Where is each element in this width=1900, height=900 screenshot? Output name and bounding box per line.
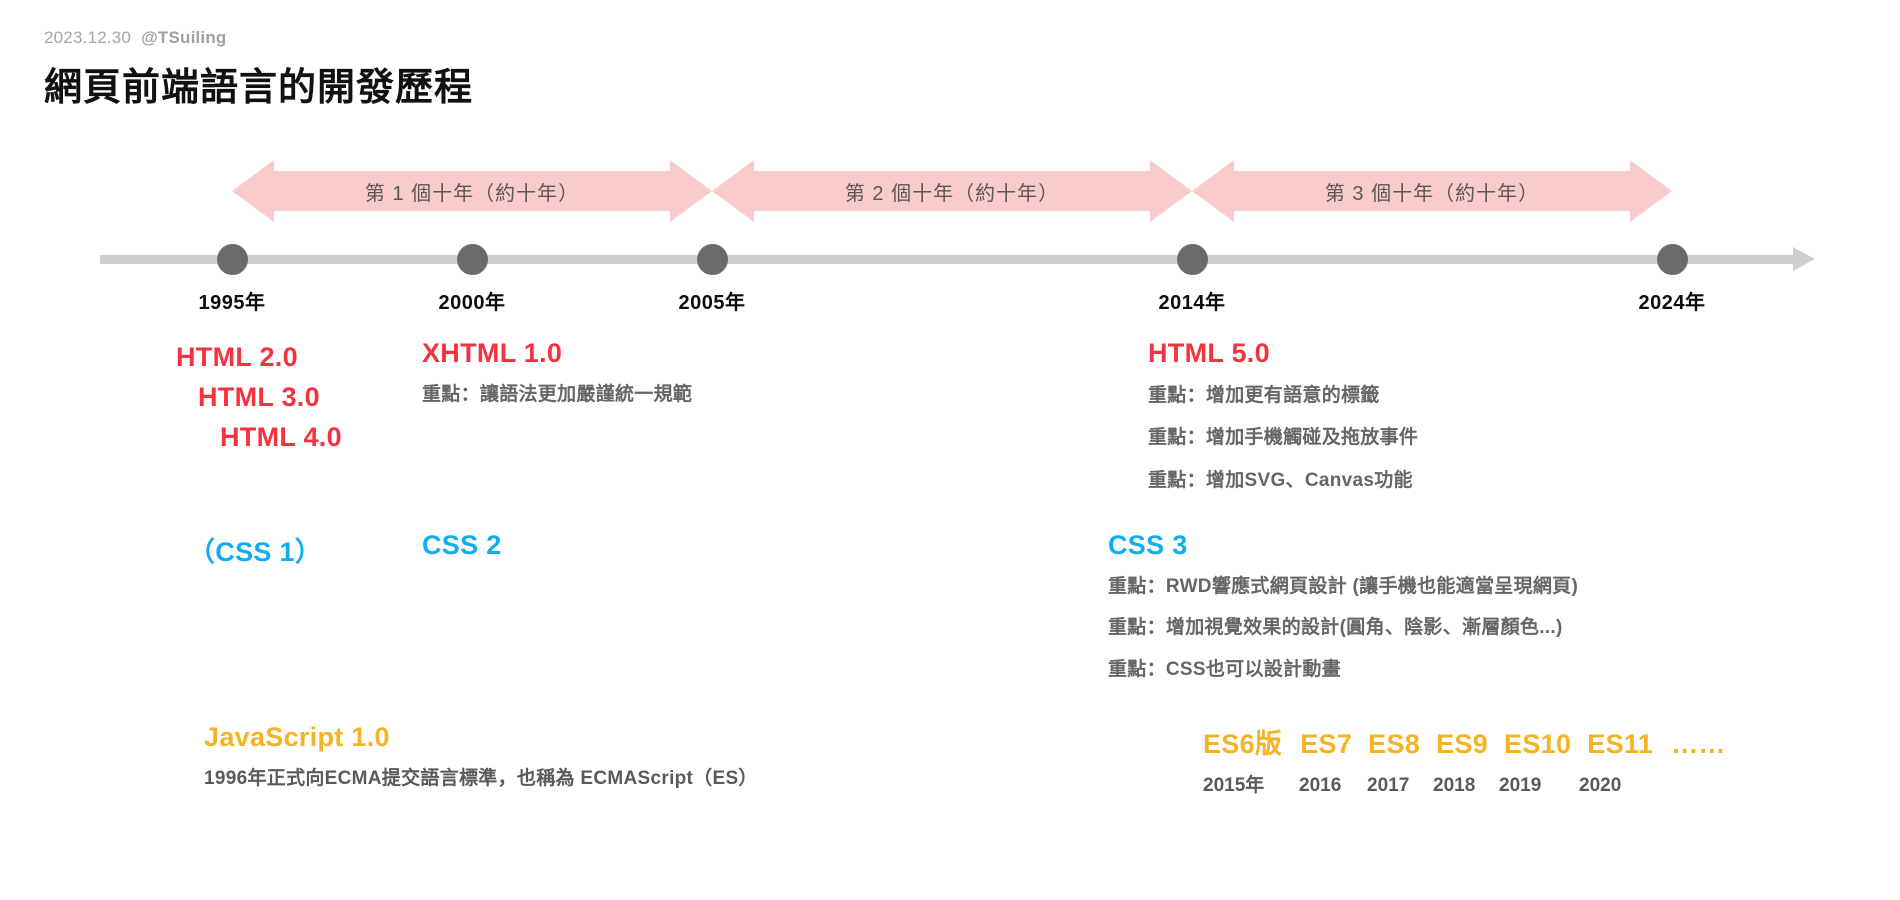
axis-dot [216,244,248,275]
ecmascript-year: 2016 [1299,775,1342,796]
css3-title: CSS 3 [1108,530,1188,560]
javascript-block: JavaScript 1.0 1996年正式向ECMA提交語言標準，也稱為 EC… [204,722,758,794]
ecmascript-version: ES6版 [1203,729,1283,759]
css3-note-3: 重點：CSS也可以設計動畫 [1108,658,1341,680]
timeline-axis: 1995年 2000年 2005年 2014年 2024年 [0,244,1900,314]
axis-year-label: 1995年 [198,292,266,314]
ecmascript-year: 2017 [1367,775,1410,796]
decade-arrow-1: 第 1 個十年（約十年） [232,160,712,222]
axis-dot [456,244,488,275]
xhtml-note-1: 重點：讓語法更加嚴謹統一規範 [422,384,693,405]
html5-title: HTML 5.0 [1148,338,1270,368]
css3-note-1: 重點：RWD響應式網頁設計 (讓手機也能適當呈現網頁) [1108,576,1579,597]
html-early-versions-block: HTML 2.0 HTML 3.0 HTML 4.0 [176,338,342,458]
ecmascript-year-row: 2015年 2016 2017 2018 2019 2020 [1203,770,1726,797]
axis-year-label: 2014年 [1158,292,1226,314]
css1-block: （CSS 1） [188,530,322,569]
xhtml-block: XHTML 1.0 重點：讓語法更加嚴謹統一規範 [422,338,692,410]
ecmascript-version-row: ES6版 ES7 ES8 ES9 ES10 ES11 …… [1203,722,1726,761]
author-handle: @TSuiling [141,28,227,47]
ecmascript-version: ES11 [1587,729,1654,759]
meta-line: 2023.12.30 @TSuiling [44,28,473,48]
decade-label: 第 3 個十年（約十年） [1324,182,1540,205]
css1-title: （CSS 1） [188,537,323,567]
publish-date: 2023.12.30 [44,28,132,47]
decade-band: 第 1 個十年（約十年） 第 2 個十年（約十年） 第 3 個十年（約十年） [0,160,1900,222]
ecmascript-version: ES7 [1300,729,1353,759]
ecmascript-version: ES8 [1368,729,1421,759]
html5-note-1: 重點：增加更有語意的標籤 [1148,385,1380,406]
javascript-title: JavaScript 1.0 [204,722,390,752]
ecmascript-year: 2019 [1499,775,1542,796]
html-version-2: HTML 2.0 [176,342,298,372]
decade-arrow-2: 第 2 個十年（約十年） [712,160,1192,222]
javascript-note-1: 1996年正式向ECMA提交語言標準，也稱為 ECMAScript（ES） [204,768,758,789]
axis-dot [1656,244,1688,275]
html5-block: HTML 5.0 重點：增加更有語意的標籤 重點：增加手機觸碰及拖放事件 重點：… [1148,338,1418,496]
axis-arrowhead-icon [1793,247,1815,271]
html-version-4: HTML 4.0 [220,421,342,452]
decade-label: 第 2 個十年（約十年） [844,182,1060,205]
ecmascript-year: 2015年 [1203,775,1265,796]
axis-year-label: 2005年 [678,292,746,314]
html5-note-2: 重點：增加手機觸碰及拖放事件 [1148,427,1419,449]
ecmascript-version: …… [1671,729,1726,759]
ecmascript-block: ES6版 ES7 ES8 ES9 ES10 ES11…… 2015年 2016 2017 201… [1203,722,1726,797]
axis-dot [696,244,728,275]
ecmascript-year: 2020 [1579,775,1622,796]
page-title: 網頁前端語言的開發歷程 [44,67,474,109]
css3-block: CSS 3 重點：RWD響應式網頁設計 (讓手機也能適當呈現網頁) 重點：增加視… [1108,530,1578,685]
html5-note-3: 重點：增加SVG、Canvas功能 [1148,469,1413,491]
html-version-3: HTML 3.0 [198,381,320,412]
ecmascript-year: 2018 [1433,775,1476,796]
xhtml-title: XHTML 1.0 [422,338,563,368]
css3-note-2: 重點：增加視覺效果的設計(圓角、陰影、漸層顏色...) [1108,617,1563,639]
axis-year-label: 2000年 [438,292,506,314]
page-header: 2023.12.30 @TSuiling 網頁前端語言的開發歷程 [44,28,473,111]
ecmascript-version: ES10 [1504,729,1572,759]
axis-dot [1176,244,1208,275]
css2-block: CSS 2 [422,530,502,561]
axis-line [100,255,1798,264]
ecmascript-version: ES9 [1436,729,1489,759]
decade-label: 第 1 個十年（約十年） [364,182,580,205]
decade-arrow-3: 第 3 個十年（約十年） [1192,160,1672,222]
css2-title: CSS 2 [422,530,502,560]
axis-year-label: 2024年 [1638,292,1706,314]
